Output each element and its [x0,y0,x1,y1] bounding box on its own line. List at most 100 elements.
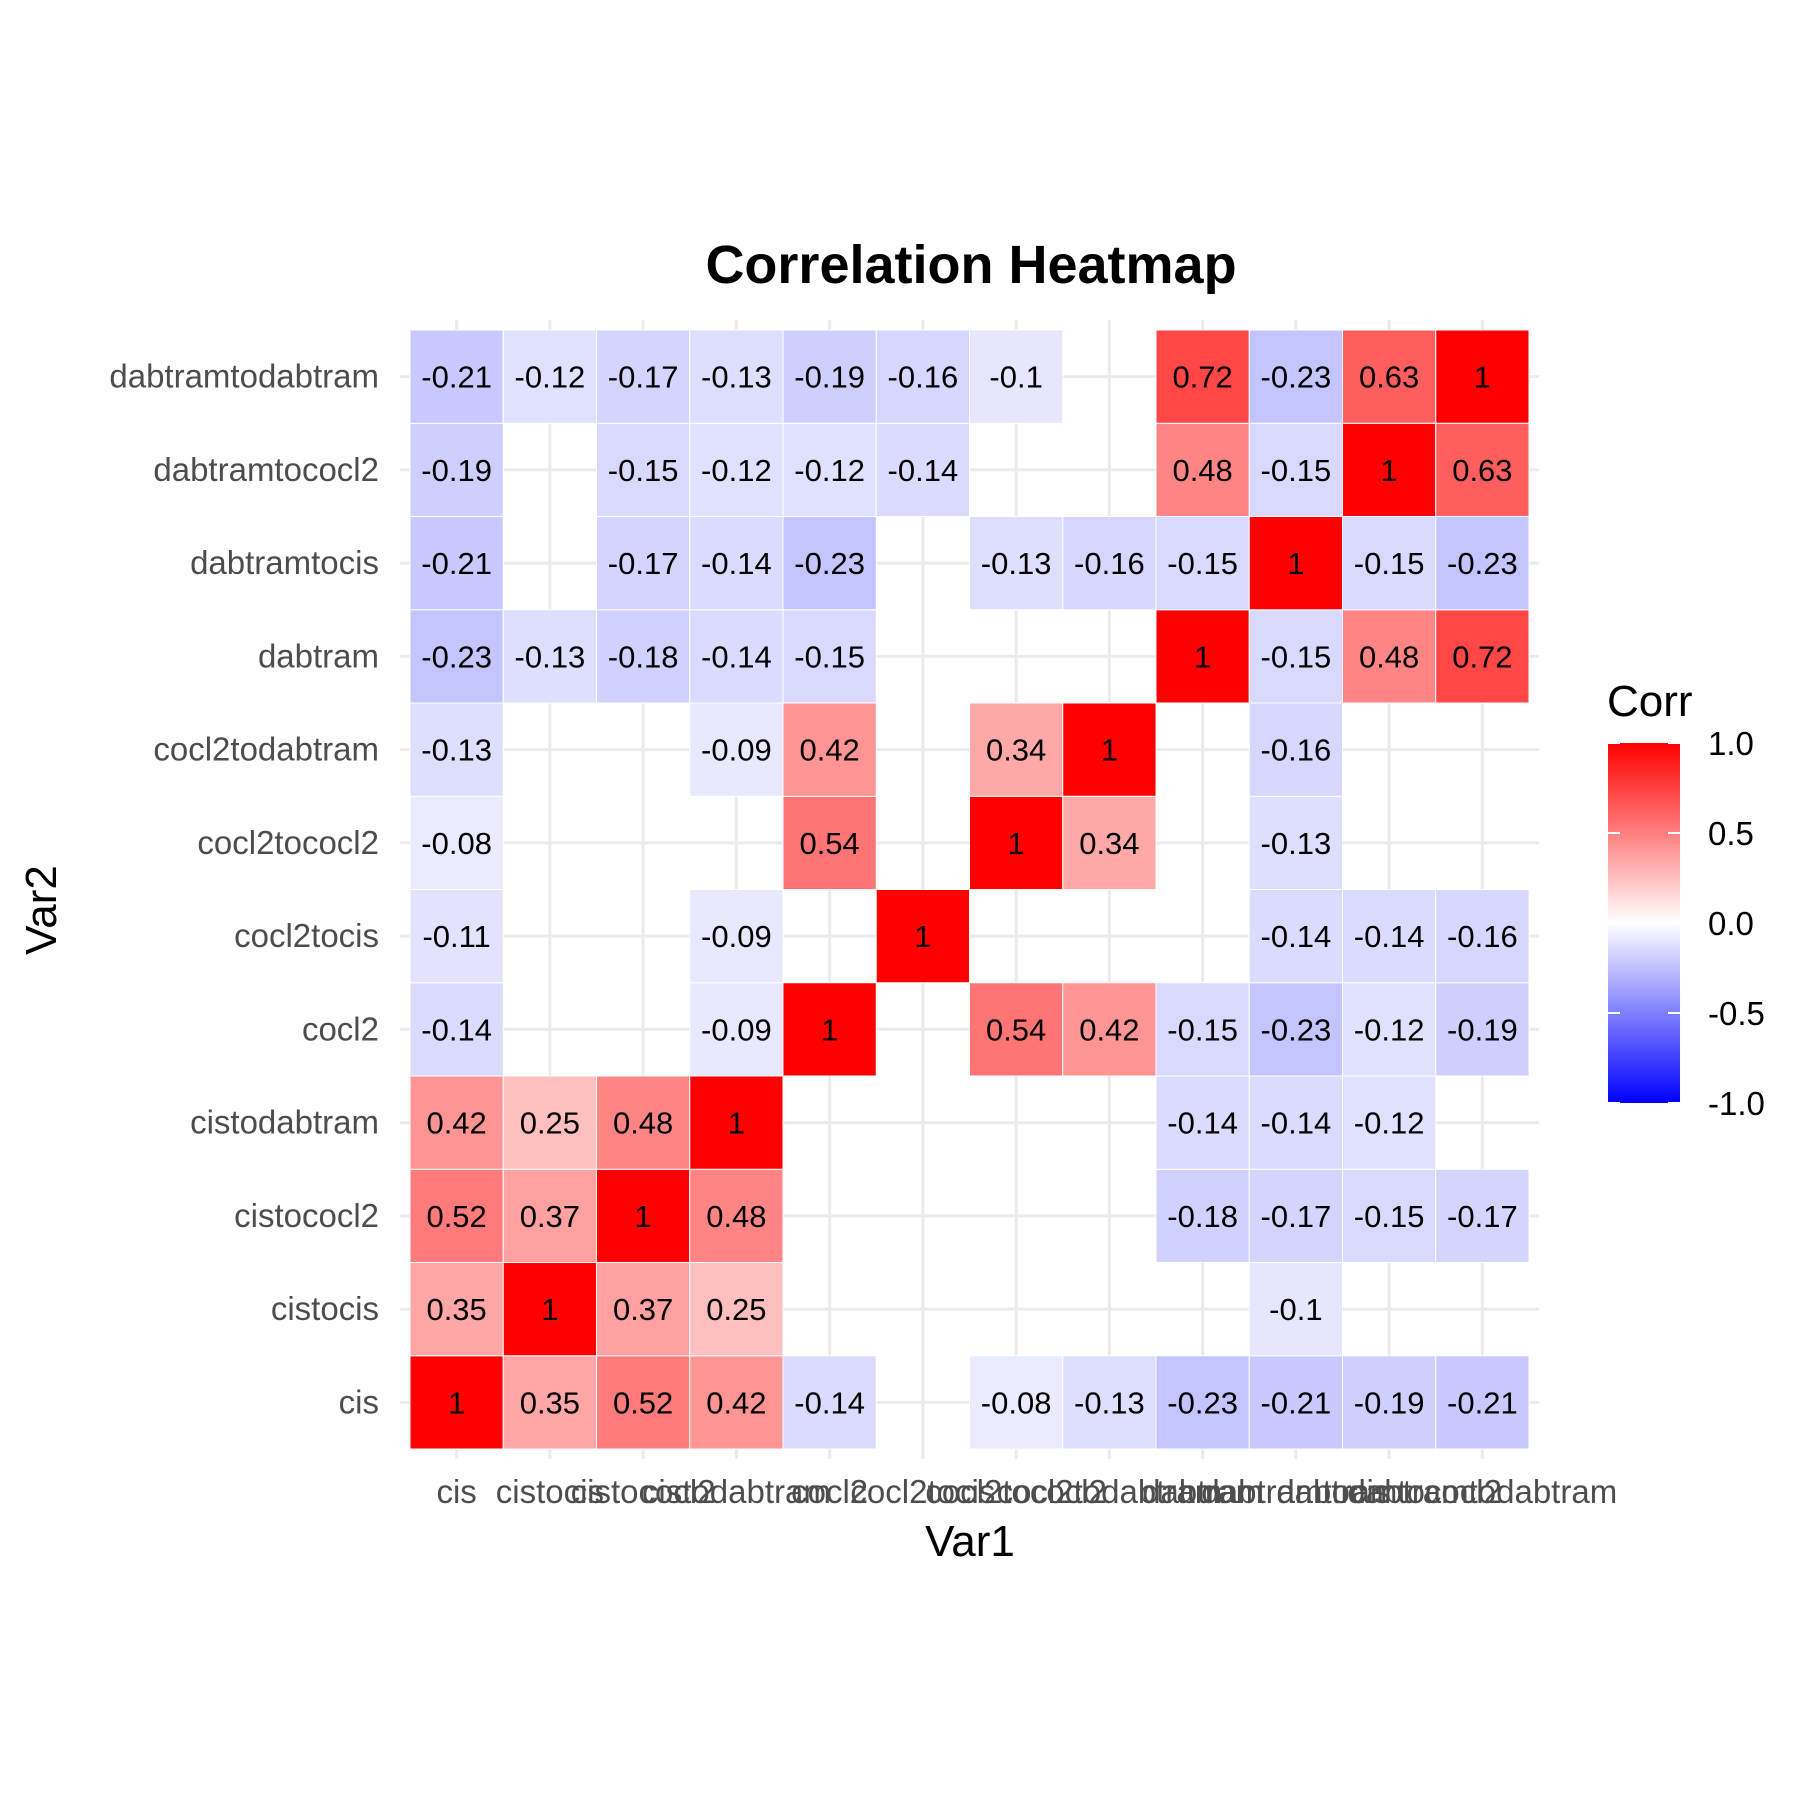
heatmap-cell [1435,982,1530,1077]
cell-value-label: -0.23 [1261,1012,1332,1047]
heatmap-cell [1342,609,1437,704]
cell-value-label: 0.34 [986,733,1046,768]
y-axis-title: Var2 [17,865,66,955]
cell-value-label: 0.35 [520,1385,580,1420]
y-tick-label: cistodabtram [190,1104,379,1141]
heatmap-cell [596,1075,691,1170]
cell-value-label: -0.18 [1167,1199,1238,1234]
x-tick-label: cistocis [496,1473,604,1510]
heatmap-cell [409,702,504,797]
y-tick-label: cistococl2 [234,1197,379,1234]
cell-value-label: 1 [1474,360,1491,395]
cell-value-label: -0.21 [421,360,492,395]
cell-value-label: 0.34 [1079,826,1139,861]
cell-value-label: 0.37 [613,1292,673,1327]
x-tick-label: cis [436,1473,476,1510]
cell-value-label: 0.72 [1452,639,1512,674]
x-tick-label: cistodabtram [642,1473,831,1510]
heatmap-cell [1435,1355,1530,1450]
heatmap-cell [1435,609,1530,704]
cell-value-label: 0.48 [1359,639,1419,674]
y-tick-label: cis [339,1383,379,1420]
cell-value-label: 0.42 [706,1385,766,1420]
heatmap-cell [409,1262,504,1357]
cell-value-label: -0.23 [1261,360,1332,395]
cell-value-label: -0.15 [1261,453,1332,488]
cell-value-label: -0.15 [1354,546,1425,581]
heatmap-cell [1062,702,1157,797]
cell-value-label: -0.12 [1354,1106,1425,1141]
x-tick-label: cocl2todabtram [997,1473,1223,1510]
y-tick-label: dabtram [258,637,379,674]
cell-value-label: -0.17 [1447,1199,1518,1234]
chart-title: Correlation Heatmap [705,235,1236,295]
heatmap-cell [875,422,970,517]
cell-value-label: 0.42 [1079,1012,1139,1047]
cell-value-label: -0.18 [608,639,679,674]
cell-value-label: 0.52 [426,1199,486,1234]
heatmap-cell [1248,609,1343,704]
heatmap-cell [875,329,970,424]
cell-value-label: 1 [821,1012,838,1047]
x-tick-label: dabtramtococl2 [1276,1473,1502,1510]
cell-value-label: -0.12 [794,453,865,488]
heatmap-cell [875,889,970,984]
cell-value-label: -0.08 [981,1385,1052,1420]
cell-value-label: 0.63 [1359,360,1419,395]
heatmap-cell [1155,1355,1250,1450]
x-tick-label: dabtramtodabtram [1348,1473,1618,1510]
cell-value-label: -0.15 [1354,1199,1425,1234]
cell-value-label: 1 [914,919,931,954]
cell-value-label: -0.19 [1354,1385,1425,1420]
cell-value-label: -0.16 [1447,919,1518,954]
heatmap-cell [1155,329,1250,424]
heatmap-cell [1342,889,1437,984]
y-axis-tick-labels: cis cistocis cistococl2 cistodabtram cocl2 co… [109,358,379,1421]
heatmap-cell [502,329,597,424]
heatmap-cell [689,1168,784,1263]
cell-value-label: 0.72 [1172,360,1232,395]
heatmap-cell [1248,1355,1343,1450]
heatmap-cell [689,329,784,424]
legend-tick-label: -1.0 [1708,1085,1765,1122]
heatmap-cell [689,889,784,984]
legend-title: Corr [1607,677,1693,726]
heatmap-cell [689,609,784,704]
cell-value-label: -0.09 [701,1012,772,1047]
heatmap-cell [1435,329,1530,424]
y-tick-label: cocl2 [302,1010,379,1047]
cell-value-label: 1 [1381,453,1398,488]
cell-value-label: -0.17 [608,360,679,395]
cell-value-label: -0.15 [1167,1012,1238,1047]
heatmap-cell [782,609,877,704]
cell-value-label: -0.13 [1074,1385,1145,1420]
heatmap-cell [1155,1168,1250,1263]
cell-value-label: -0.19 [421,453,492,488]
cell-value-label: -0.17 [608,546,679,581]
heatmap-cell-labels: 1 0.35 0.52 0.42 -0.14 -0.08 -0.13 -0.23 -0.21 -0… [421,360,1517,1421]
color-legend: Corr 1.0 0.5 0.0 -0.5 -1.0 [1607,677,1765,1122]
cell-value-label: -0.17 [1261,1199,1332,1234]
heatmap-cell [782,329,877,424]
heatmap-cell [969,329,1064,424]
y-tick-label: dabtramtococl2 [153,451,379,488]
cell-value-label: 0.35 [426,1292,486,1327]
heatmap-cell [409,516,504,611]
heatmap-cell [596,516,691,611]
heatmap-cell [782,422,877,517]
cell-value-label: 0.52 [613,1385,673,1420]
heatmap-cell [782,516,877,611]
y-tick-label: dabtramtodabtram [109,358,379,395]
cell-value-label: -0.12 [701,453,772,488]
x-tick-label: dabtramtocis [1201,1473,1390,1510]
cell-value-label: 0.48 [613,1106,673,1141]
heatmap-cell [409,889,504,984]
cell-value-label: -0.21 [1447,1385,1518,1420]
heatmap-cells [409,329,1530,1450]
heatmap-cell [502,1355,597,1450]
heatmap-cell [596,422,691,517]
heatmap-cell [1342,1168,1437,1263]
cell-value-label: 1 [541,1292,558,1327]
cell-value-label: -0.19 [1447,1012,1518,1047]
x-axis-title: Var1 [925,1517,1015,1566]
